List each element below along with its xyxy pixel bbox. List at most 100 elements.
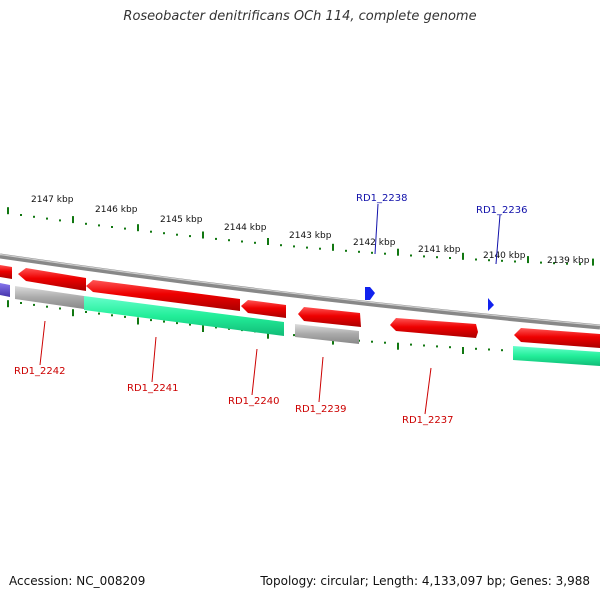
gene-arrow[interactable] [18, 268, 86, 291]
scale-tick-minor [488, 259, 490, 262]
gene-leader-lines [39, 203, 501, 415]
gene-arrow[interactable] [241, 300, 286, 318]
scale-tick-major [527, 256, 529, 264]
scale-tick-minor [449, 257, 451, 259]
scale-tick-minor [280, 244, 282, 247]
scale-tick-minor [553, 262, 555, 265]
scale-label: 2147 kbp [31, 195, 74, 205]
scale-tick-minor [358, 250, 360, 253]
scale-tick-minor [111, 314, 113, 317]
scale-tick-minor [254, 241, 256, 244]
scale-tick-minor [85, 311, 87, 313]
gene-box-gray[interactable] [295, 324, 359, 344]
scale-tick-minor [33, 303, 35, 306]
outer-scale-dots [7, 207, 594, 266]
scale-label: 2146 kbp [95, 205, 138, 215]
gene-label[interactable]: RD1_2236 [476, 205, 527, 216]
scale-tick-minor [124, 227, 126, 230]
accession-text: Accession: NC_008209 [9, 574, 146, 588]
scale-tick-major [462, 252, 464, 260]
scale-tick-minor [423, 344, 425, 347]
scale-tick-minor [215, 237, 217, 240]
gene-arrow[interactable] [390, 318, 478, 338]
scale-tick-minor [98, 224, 100, 227]
gene-arrow-blue[interactable] [365, 287, 375, 300]
scale-tick-minor [345, 249, 347, 252]
scale-tick-minor [189, 235, 191, 238]
scale-tick-major [332, 243, 334, 251]
forward-strand-genes [0, 265, 600, 348]
gene-label[interactable]: RD1_2238 [356, 193, 407, 204]
scale-tick-minor [215, 326, 217, 329]
scale-tick-minor [449, 346, 451, 349]
gene-arrow[interactable] [0, 265, 12, 279]
scale-tick-minor [475, 347, 477, 350]
scale-tick-minor [59, 307, 61, 310]
scale-tick-major [72, 309, 74, 317]
scale-tick-minor [33, 215, 35, 218]
scale-tick-minor [293, 245, 295, 248]
scale-tick-minor [189, 323, 191, 326]
gene-arrow-blue[interactable] [488, 298, 494, 311]
scale-tick-minor [371, 340, 373, 343]
scale-tick-minor [46, 305, 48, 308]
scale-tick-minor [423, 255, 425, 258]
scale-label: 2142 kbp [353, 238, 396, 248]
scale-tick-minor [410, 254, 412, 257]
gene-box-teal[interactable] [84, 296, 284, 336]
gene-box-purple[interactable] [0, 283, 10, 297]
genome-summary-text: Topology: circular; Length: 4,133,097 bp… [260, 574, 590, 588]
scale-tick-minor [241, 240, 243, 243]
scale-tick-major [7, 300, 9, 308]
scale-tick-minor [436, 345, 438, 348]
scale-tick-minor [501, 259, 503, 262]
gene-labels: RD1_2242 RD1_2241 RD1_2240 RD1_2239 RD1_… [14, 193, 527, 426]
gene-label[interactable]: RD1_2237 [402, 415, 453, 426]
scale-tick-minor [384, 341, 386, 344]
scale-tick-minor [293, 334, 295, 337]
scale-tick-major [7, 207, 9, 215]
gene-label[interactable]: RD1_2241 [127, 383, 178, 394]
scale-labels: 2147 kbp 2146 kbp 2145 kbp 2144 kbp 2143… [31, 195, 590, 266]
scale-tick-minor [176, 322, 178, 325]
scale-tick-minor [488, 348, 490, 351]
scale-tick-minor [176, 233, 178, 236]
scale-tick-minor [475, 258, 477, 261]
scale-tick-major [462, 347, 464, 354]
scale-tick-minor [501, 349, 503, 352]
scale-tick-minor [150, 230, 152, 233]
scale-tick-major [202, 231, 204, 239]
scale-tick-minor [436, 256, 438, 259]
gene-arrow[interactable] [514, 328, 600, 348]
scale-tick-minor [124, 315, 126, 318]
scale-label: 2145 kbp [160, 215, 203, 225]
scale-tick-minor [20, 214, 22, 216]
scale-tick-major [397, 342, 399, 350]
gene-label[interactable]: RD1_2242 [14, 366, 65, 377]
scale-tick-minor [514, 260, 516, 263]
scale-tick-minor [566, 262, 568, 265]
gene-arrow[interactable] [86, 280, 240, 311]
scale-tick-minor [150, 319, 152, 322]
scale-tick-minor [540, 261, 542, 264]
scale-tick-minor [319, 247, 321, 250]
scale-label: 2144 kbp [224, 223, 267, 233]
scale-tick-major [267, 331, 269, 339]
scale-tick-minor [163, 232, 165, 235]
scale-tick-minor [46, 217, 48, 220]
gene-label[interactable]: RD1_2239 [295, 404, 346, 415]
scale-tick-minor [384, 252, 386, 255]
scale-tick-major [137, 317, 139, 325]
scale-tick-major [592, 258, 594, 266]
map-title: Roseobacter denitrificans OCh 114, compl… [123, 9, 477, 24]
gene-label[interactable]: RD1_2240 [228, 396, 279, 407]
gene-arrow[interactable] [298, 307, 361, 327]
scale-label: 2141 kbp [418, 245, 461, 255]
scale-label: 2139 kbp [547, 256, 590, 266]
gene-box-gray[interactable] [15, 286, 84, 309]
scale-tick-minor [163, 320, 165, 323]
gene-box-teal[interactable] [513, 346, 600, 366]
scale-tick-major [397, 248, 399, 256]
